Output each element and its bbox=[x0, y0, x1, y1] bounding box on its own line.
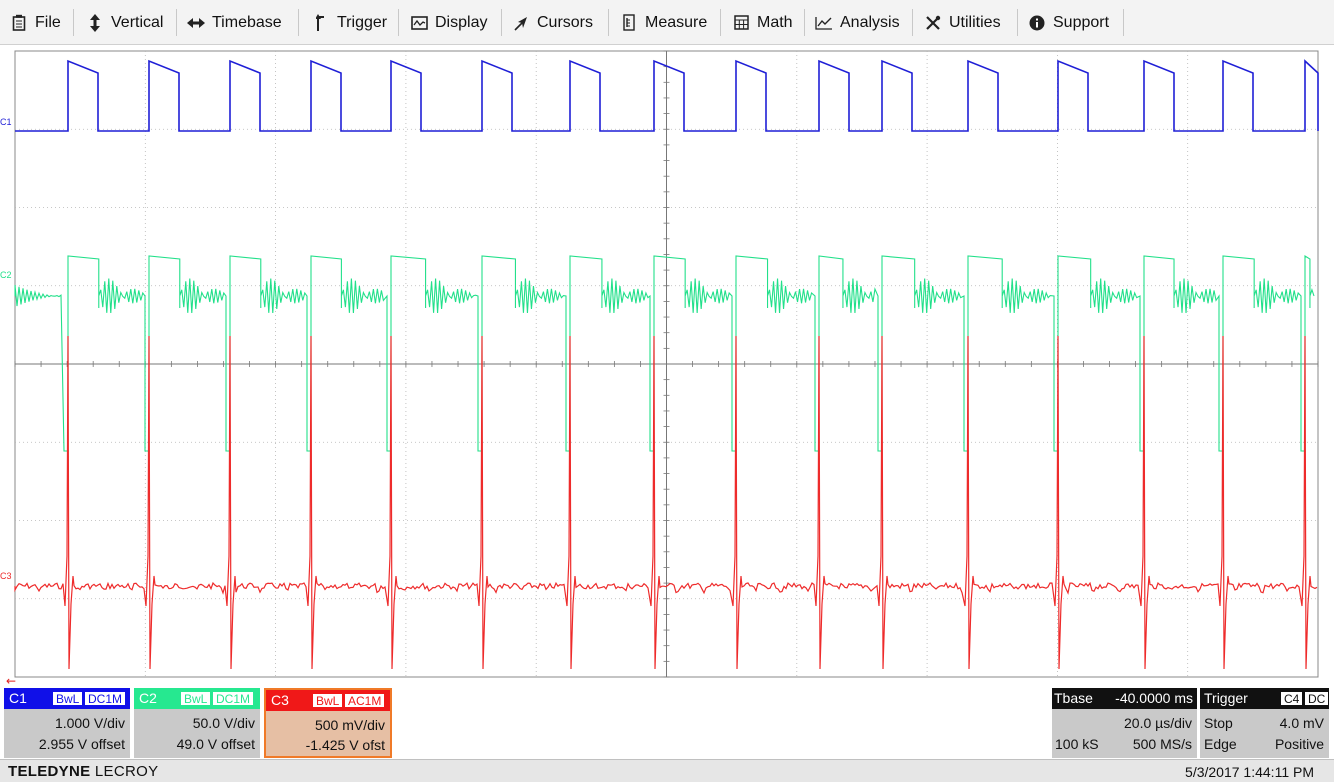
channel-c2-descriptor[interactable]: C2 BwL DC1M 50.0 V/div 49.0 V offset bbox=[134, 688, 260, 758]
menu-trigger[interactable]: Trigger bbox=[312, 0, 387, 45]
bw-badge: BwL bbox=[180, 691, 212, 706]
info-icon bbox=[1028, 14, 1046, 32]
bw-badge: BwL bbox=[52, 691, 84, 706]
menu-label: Trigger bbox=[337, 13, 388, 31]
menu-timebase[interactable]: Timebase bbox=[187, 0, 282, 45]
bw-badge: BwL bbox=[312, 693, 344, 708]
menu-label: Vertical bbox=[111, 13, 164, 31]
footer-bar: TELEDYNE LECROY 5/3/2017 1:44:11 PM bbox=[0, 759, 1334, 782]
timebase-descriptor[interactable]: Tbase -40.0000 ms 20.0 µs/div 100 kS 500… bbox=[1052, 688, 1197, 758]
offset-value: 2.955 V offset bbox=[38, 736, 125, 752]
coupling-badge: AC1M bbox=[344, 693, 386, 708]
offset-value: 49.0 V offset bbox=[176, 736, 255, 752]
menu-label: Math bbox=[757, 13, 793, 31]
volts-per-div: 500 mV/div bbox=[314, 717, 385, 733]
menu-label: Measure bbox=[645, 13, 708, 31]
trigger-coupling-badge: DC bbox=[1304, 691, 1330, 706]
timestamp: 5/3/2017 1:44:11 PM bbox=[1185, 764, 1314, 780]
trigger-slope: Positive bbox=[1274, 736, 1324, 752]
menu-bar: File Vertical Timebase Trigger Display C… bbox=[0, 0, 1334, 45]
menu-label: Timebase bbox=[212, 13, 282, 31]
vertical-arrows-icon bbox=[86, 13, 104, 32]
cursor-icon bbox=[512, 14, 530, 32]
trigger-level: 4.0 mV bbox=[1279, 715, 1324, 731]
menu-file[interactable]: File bbox=[10, 0, 61, 45]
trigger-position-arrow: ← bbox=[6, 674, 16, 685]
analysis-icon bbox=[815, 14, 833, 32]
timebase-delay: -40.0000 ms bbox=[1115, 690, 1193, 706]
channel-c1-descriptor[interactable]: C1 BwL DC1M 1.000 V/div 2.955 V offset bbox=[4, 688, 130, 758]
trigger-title: Trigger bbox=[1204, 690, 1248, 706]
trigger-descriptor[interactable]: Trigger C4 DC Stop 4.0 mV Edge Positive bbox=[1200, 688, 1330, 758]
calculator-icon bbox=[732, 14, 750, 32]
brand-logo: TELEDYNE LECROY bbox=[8, 763, 158, 780]
menu-label: Analysis bbox=[840, 13, 900, 31]
trace-c1-label: C1 bbox=[0, 117, 12, 127]
horizontal-arrows-icon bbox=[187, 14, 205, 32]
menu-display[interactable]: Display bbox=[410, 0, 487, 45]
trace-c1 bbox=[15, 59, 1319, 132]
coupling-badge: DC1M bbox=[84, 691, 127, 706]
waveform-grid[interactable]: C1 C2 C3 ← bbox=[0, 45, 1334, 685]
trace-c3 bbox=[14, 335, 1318, 670]
menu-support[interactable]: Support bbox=[1028, 0, 1109, 45]
trigger-type: Edge bbox=[1204, 736, 1237, 752]
trigger-mode: Stop bbox=[1204, 715, 1233, 731]
channel-name: C2 bbox=[139, 690, 157, 706]
menu-vertical[interactable]: Vertical bbox=[86, 0, 163, 45]
channel-name: C1 bbox=[9, 690, 27, 706]
display-icon bbox=[410, 14, 428, 32]
menu-analysis[interactable]: Analysis bbox=[815, 0, 900, 45]
trigger-source-badge: C4 bbox=[1280, 691, 1304, 706]
volts-per-div: 1.000 V/div bbox=[54, 715, 125, 731]
menu-utilities[interactable]: Utilities bbox=[924, 0, 1001, 45]
sample-rate: 500 MS/s bbox=[1132, 736, 1192, 752]
menu-label: Cursors bbox=[537, 13, 594, 31]
channel-name: C3 bbox=[271, 692, 289, 708]
menu-label: File bbox=[35, 13, 61, 31]
channel-c3-descriptor[interactable]: C3 BwL AC1M 500 mV/div -1.425 V ofst bbox=[264, 688, 392, 758]
menu-label: Utilities bbox=[949, 13, 1001, 31]
sample-count: 100 kS bbox=[1055, 736, 1099, 752]
volts-per-div: 50.0 V/div bbox=[192, 715, 255, 731]
measure-icon bbox=[620, 14, 638, 32]
file-icon bbox=[10, 14, 28, 32]
trace-c2-label: C2 bbox=[0, 270, 12, 280]
status-panels: C1 BwL DC1M 1.000 V/div 2.955 V offset C… bbox=[0, 688, 1334, 758]
time-per-div: 20.0 µs/div bbox=[1124, 715, 1192, 731]
trigger-icon bbox=[312, 13, 330, 32]
trace-c3-label: C3 bbox=[0, 571, 12, 581]
menu-label: Display bbox=[435, 13, 488, 31]
menu-measure[interactable]: Measure bbox=[620, 0, 707, 45]
coupling-badge: DC1M bbox=[212, 691, 255, 706]
wrench-icon bbox=[924, 14, 942, 32]
brand-bold: TELEDYNE bbox=[8, 763, 91, 780]
menu-label: Support bbox=[1053, 13, 1110, 31]
menu-math[interactable]: Math bbox=[732, 0, 793, 45]
brand-light: LECROY bbox=[94, 763, 159, 780]
offset-value: -1.425 V ofst bbox=[305, 737, 385, 753]
menu-cursors[interactable]: Cursors bbox=[512, 0, 593, 45]
timebase-title: Tbase bbox=[1054, 690, 1093, 706]
